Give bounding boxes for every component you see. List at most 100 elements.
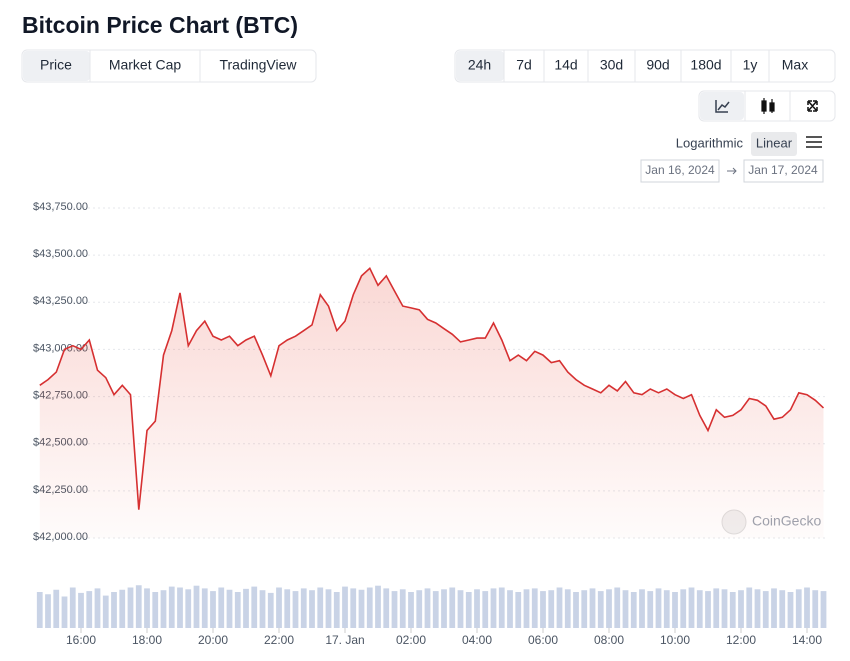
x-tick-label: 02:00 (396, 633, 426, 647)
price-line (39, 266, 825, 510)
date-from: Jan 16, 2024 (645, 163, 715, 177)
volume-bar (507, 590, 513, 628)
x-tick-label: 18:00 (132, 633, 162, 647)
x-tick-label: 22:00 (264, 633, 294, 647)
x-tick-label: 10:00 (660, 633, 690, 647)
volume-bar (738, 590, 744, 628)
volume-bar (705, 591, 711, 628)
x-tick-label: 06:00 (528, 633, 558, 647)
volume-bar (564, 589, 571, 628)
volume-bar (556, 587, 563, 628)
date-to: Jan 17, 2024 (748, 163, 818, 177)
volume-bar (762, 591, 769, 628)
volume-bar (317, 587, 324, 628)
x-tick-label: 16:00 (66, 633, 96, 647)
volume-bar (185, 589, 192, 628)
y-tick-label: $43,250.00 (33, 295, 88, 307)
volume-bar (465, 592, 472, 628)
range-button[interactable]: 7d (503, 50, 532, 82)
volume-bar (812, 590, 819, 628)
volume-bar (655, 588, 662, 628)
page-title: Bitcoin Price Chart (BTC) (22, 12, 298, 38)
volume-bar (713, 588, 720, 628)
range-button[interactable]: 14d (543, 50, 578, 82)
volume-bar (177, 587, 183, 628)
volume-bar (688, 587, 695, 628)
volume-bar (663, 590, 670, 628)
volume-bar (69, 587, 76, 628)
range-label: 24h (468, 57, 491, 73)
line-icon (715, 100, 730, 113)
range-group (454, 49, 836, 83)
scale-log[interactable]: Logarithmic (676, 135, 744, 150)
scale-linear: Linear (756, 135, 793, 150)
volume-bar (86, 591, 93, 628)
volume-bar (581, 590, 588, 628)
fullscreen-icon[interactable] (807, 100, 818, 112)
tab[interactable]: Price (23, 51, 90, 81)
volume-bar (383, 588, 390, 628)
range-button[interactable]: Max (768, 50, 808, 82)
x-tick-label: 04:00 (462, 633, 492, 647)
tab[interactable]: Market Cap (89, 50, 181, 82)
volume-bar (548, 590, 555, 628)
range-button[interactable]: 1y (730, 50, 757, 82)
range-label: 7d (516, 57, 532, 73)
volume-bar (127, 587, 134, 628)
scale-linear-bg[interactable] (751, 132, 797, 156)
date-to-box[interactable] (743, 159, 824, 183)
volume-bar (193, 585, 200, 628)
volume-bar (449, 587, 456, 628)
tab-label: Price (40, 57, 72, 73)
volume-bar (408, 592, 414, 628)
volume-bar (540, 591, 546, 628)
x-tick-label: 14:00 (792, 633, 822, 647)
range-button[interactable]: 180d (680, 50, 722, 82)
range-button[interactable]: 24h (456, 51, 504, 81)
volume-bar (300, 588, 307, 628)
volume-bar (498, 587, 505, 628)
volume-bar (94, 588, 101, 628)
y-tick-label: $43,750.00 (33, 201, 88, 213)
volume-bar (45, 594, 51, 628)
volume-bar (779, 590, 786, 628)
date-from-box[interactable] (640, 159, 720, 183)
volume-bar (234, 592, 241, 628)
volume-bar (342, 586, 348, 628)
volume-bar (36, 592, 43, 628)
volume-bar (111, 592, 117, 628)
volume-bar (523, 589, 530, 628)
x-tick-label: 20:00 (198, 633, 228, 647)
price-area (39, 268, 824, 538)
volume-bar (457, 590, 464, 628)
tab[interactable]: TradingView (199, 50, 297, 82)
volume-bar (284, 589, 291, 628)
menu-icon[interactable] (806, 136, 822, 148)
volume-bar (152, 592, 159, 628)
volume-bar (135, 585, 142, 628)
volume-bar (804, 587, 810, 628)
volume-bar (573, 592, 579, 628)
x-tick-label: 08:00 (594, 633, 624, 647)
arrow (727, 167, 737, 175)
range-button[interactable]: 90d (634, 50, 670, 82)
volume-bar (441, 589, 447, 628)
volume-bar (729, 592, 736, 628)
range-label: 180d (690, 57, 721, 73)
volume-bar (251, 586, 258, 628)
candle-icon[interactable] (761, 98, 775, 114)
range-button[interactable]: 30d (587, 50, 623, 82)
volume-bar (144, 588, 150, 628)
range-label: 14d (554, 57, 577, 73)
tab-label: TradingView (219, 57, 297, 73)
volume-bar (606, 589, 612, 628)
volume-bar (226, 589, 233, 628)
volume-bar (795, 589, 802, 628)
volume-bar (424, 588, 431, 628)
volume-bar (680, 589, 687, 628)
volume-bar (721, 589, 728, 628)
volume-bar (309, 590, 315, 628)
volume-bar (366, 587, 373, 628)
volume-bar (210, 591, 216, 628)
